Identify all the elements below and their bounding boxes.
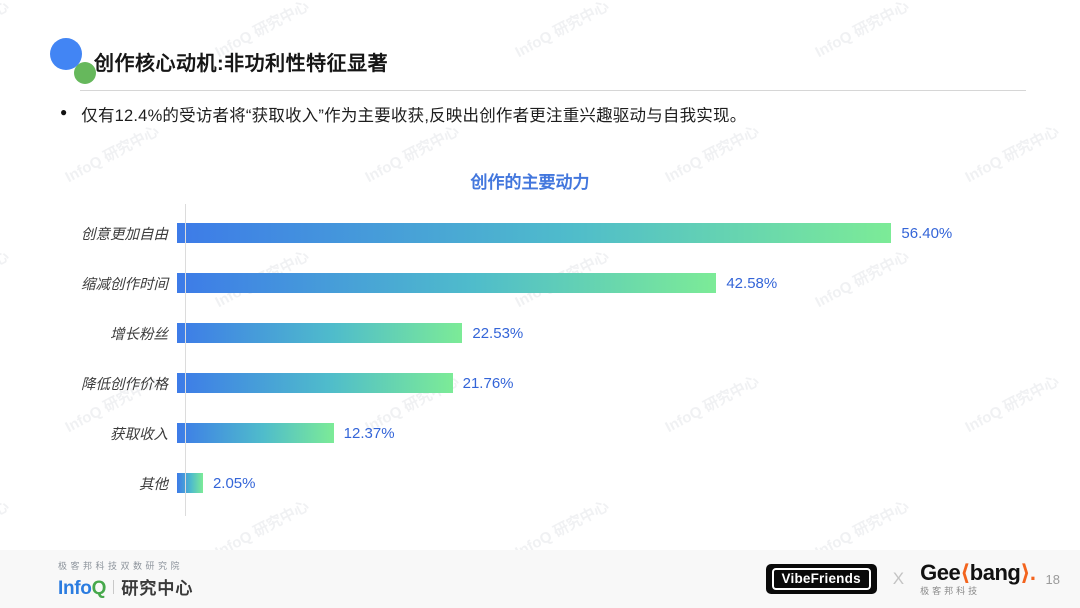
bar: [177, 273, 717, 293]
page-title: 创作核心动机:非功利性特征显著: [94, 52, 389, 75]
slide-header: 创作核心动机:非功利性特征显著: [50, 38, 388, 84]
bar-value-label: 21.76%: [462, 374, 514, 392]
geek-part1: Gee: [920, 560, 961, 585]
bar-value-label: 42.58%: [726, 274, 778, 292]
bar-track: 56.40%: [177, 223, 1080, 243]
geek-arrow-icon: ⟩: [1020, 560, 1030, 585]
category-label: 获取收入: [110, 426, 168, 443]
bar-row: 降低创作价格 21.76%: [0, 358, 1080, 408]
geekbang-wordmark: Gee⟨bang⟩.: [920, 560, 1036, 585]
geek-dot: .: [1029, 560, 1036, 585]
bar-track: 2.05%: [177, 473, 1080, 493]
blue-dot-icon: [50, 38, 82, 70]
infoq-info-text: Info: [58, 577, 92, 599]
page-number: 18: [1045, 571, 1060, 587]
bar-row: 增长粉丝 22.53%: [0, 308, 1080, 358]
bar: [177, 323, 463, 343]
bar-track: 21.76%: [177, 373, 1080, 393]
chart-title: 创作的主要动力: [470, 173, 590, 192]
bar-track: 22.53%: [177, 323, 1080, 343]
bar: [177, 423, 334, 443]
header-dots-icon: [50, 38, 96, 84]
bar: [177, 223, 892, 243]
org-line: 极客邦科技双数研究院: [58, 560, 184, 571]
bar-track: 42.58%: [177, 273, 1080, 293]
bar-value-label: 2.05%: [212, 474, 256, 492]
vibefriends-label: VibeFriends: [771, 568, 871, 590]
bar-track: 12.37%: [177, 423, 1080, 443]
key-point: ● 仅有12.4%的受访者将“获取收入”作为主要收获,反映出创作者更注重兴趣驱动…: [60, 102, 746, 126]
category-label: 创意更加自由: [81, 226, 168, 243]
bar-row: 其他 2.05%: [0, 458, 1080, 508]
infoq-q-text: Q: [91, 577, 107, 599]
bar: [177, 373, 453, 393]
watermark-text: InfoQ 研究中心: [512, 0, 612, 62]
key-point-text: 仅有12.4%的受访者将“获取收入”作为主要收获,反映出创作者更注重兴趣驱动与自…: [81, 107, 747, 125]
green-dot-icon: [74, 62, 96, 84]
bar-row: 获取收入 12.37%: [0, 408, 1080, 458]
infoq-brand: Info Q 研究中心: [58, 574, 193, 600]
y-axis-line: [185, 204, 186, 516]
x-separator: X: [892, 569, 905, 588]
vibefriends-logo: VibeFriends: [765, 564, 877, 594]
bar: [177, 473, 203, 493]
brand-suffix: 研究中心: [121, 578, 194, 598]
geekbang-logo: Gee⟨bang⟩. 极客邦科技: [920, 560, 1036, 596]
partner-logos: VibeFriends X Gee⟨bang⟩. 极客邦科技 18: [765, 560, 1060, 596]
slide-footer: 极客邦科技双数研究院 Info Q 研究中心 VibeFriends X Gee…: [0, 550, 1080, 608]
category-label: 增长粉丝: [110, 326, 168, 343]
bar-row: 缩减创作时间 42.58%: [0, 258, 1080, 308]
bar-value-label: 56.40%: [901, 224, 953, 242]
brand-divider: [113, 579, 115, 594]
bullet-icon: ●: [60, 105, 68, 119]
bar-chart: 创意更加自由 56.40% 缩减创作时间 42.58% 增长粉丝 22.53% 降低创作价格…: [0, 204, 1080, 516]
infoq-logo: 极客邦科技双数研究院 Info Q 研究中心: [58, 559, 193, 600]
bar-value-label: 12.37%: [343, 424, 395, 442]
bar-value-label: 22.53%: [472, 324, 524, 342]
geek-part2: bang: [969, 560, 1021, 585]
geekbang-sub: 极客邦科技: [920, 586, 981, 596]
bar-rows: 创意更加自由 56.40% 缩减创作时间 42.58% 增长粉丝 22.53% 降低创作价格…: [0, 208, 1080, 508]
watermark-text: InfoQ 研究中心: [812, 0, 912, 62]
geek-k-icon: ⟨: [960, 560, 970, 585]
category-label: 降低创作价格: [81, 376, 168, 393]
category-label: 缩减创作时间: [81, 276, 168, 293]
bar-row: 创意更加自由 56.40%: [0, 208, 1080, 258]
category-label: 其他: [139, 476, 168, 493]
watermark-text: InfoQ 研究中心: [0, 0, 12, 61]
title-divider: [80, 90, 1026, 91]
